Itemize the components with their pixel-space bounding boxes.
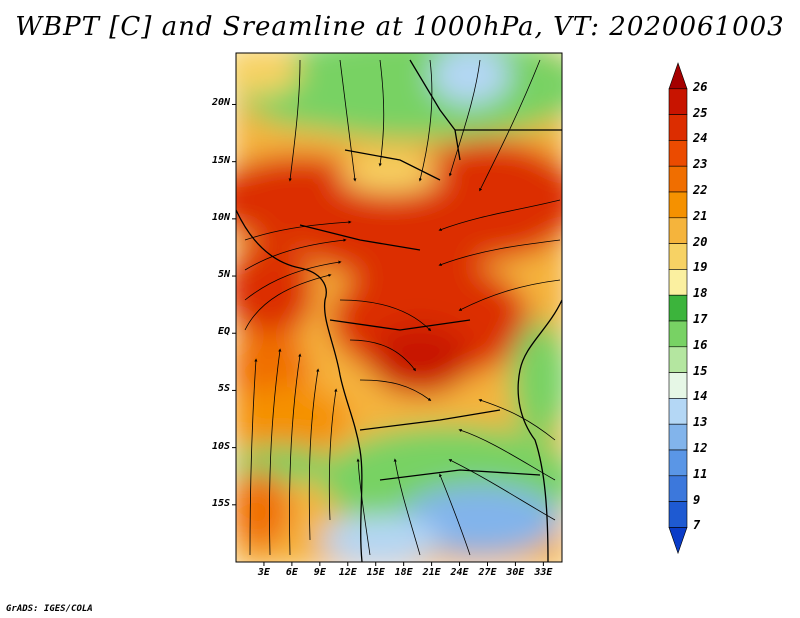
colorbar-label: 15 [693,363,708,378]
colorbar-label: 11 [693,466,708,481]
colorbar-segment [668,114,688,141]
footer-credit: GrADS: IGES/COLA [6,604,93,614]
colorbar [668,62,688,555]
plot-frame [235,52,563,563]
colorbar-label: 20 [693,234,708,249]
colorbar-segment [668,243,688,270]
colorbar-segment [668,449,688,477]
colorbar-segment [668,501,688,528]
colorbar-label: 7 [693,518,701,533]
lon-tick-label: 27E [478,567,497,578]
wbpt-field [236,53,562,562]
colorbar-label: 24 [693,131,708,146]
latitude-ticks [232,103,236,506]
colorbar-segment [668,191,688,219]
lon-tick-label: 12E [338,567,357,578]
colorbar-label: 26 [693,79,708,94]
lat-tick-label: EQ [217,326,230,338]
colorbar-label: 21 [693,208,708,223]
colorbar-label: 17 [693,312,708,326]
colorbar-segment [668,165,688,193]
colorbar-label: 12 [693,441,708,455]
colorbar-label: 19 [693,260,708,275]
lon-tick-label: 6E [285,567,298,578]
colorbar-label: 25 [693,105,708,120]
colorbar-label: 23 [693,157,708,172]
colorbar-segment [668,372,688,399]
coastlines [236,59,562,562]
colorbar-segment [668,88,688,115]
colorbar-segment [668,140,688,167]
lat-tick-label: 5S [217,383,230,395]
colorbar-label: 18 [693,286,708,301]
colorbar-segment [668,269,688,296]
colorbar-label: 16 [693,337,708,352]
lat-tick-label: 10S [211,440,230,452]
colorbar-segment [668,346,688,373]
lat-tick-label: 20N [211,97,230,109]
colorbar-label: 9 [693,492,701,507]
colorbar-segment [668,398,688,425]
lat-tick-label: 5N [217,269,230,281]
lon-tick-label: 15E [366,567,385,578]
colorbar-segment [668,320,688,348]
lon-tick-label: 9E [313,567,326,578]
colorbar-segment [668,527,688,555]
lon-tick-label: 3E [257,567,270,578]
colorbar-segment [668,423,688,451]
colorbar-segment [668,475,688,502]
colorbar-label: 14 [693,389,708,404]
map-title: WBPT [C] and Sreamline at 1000hPa, VT: 2… [15,12,785,42]
lat-tick-label: 10N [211,211,230,223]
colorbar-segment [668,62,688,90]
streamlines [244,59,561,556]
colorbar-segment [668,294,688,322]
colorbar-label: 22 [693,183,708,197]
colorbar-segment [668,217,688,244]
lon-tick-label: 18E [394,567,413,578]
lon-tick-label: 30E [506,567,525,578]
lon-tick-label: 24E [450,567,469,578]
colorbar-label: 13 [693,415,708,430]
lat-tick-label: 15N [211,154,230,166]
lon-tick-label: 21E [422,567,441,578]
longitude-ticks [263,562,544,566]
lat-tick-label: 15S [211,497,230,509]
lon-tick-label: 33E [534,567,553,578]
